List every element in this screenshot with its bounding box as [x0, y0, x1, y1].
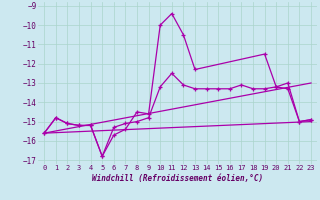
X-axis label: Windchill (Refroidissement éolien,°C): Windchill (Refroidissement éolien,°C)	[92, 174, 263, 183]
